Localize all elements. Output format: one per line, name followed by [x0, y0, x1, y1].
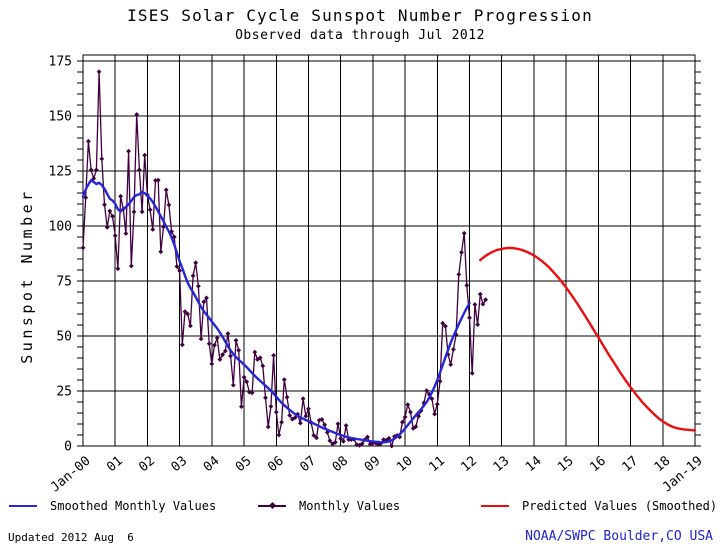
x-tick-label: 16 [587, 454, 609, 476]
legend: Smoothed Monthly Values Monthly Values P… [0, 498, 720, 514]
x-tick-label: 11 [426, 454, 448, 476]
smoothed-line-sample [9, 505, 37, 507]
y-tick-label: 50 [56, 330, 72, 345]
x-tick-label: 12 [458, 454, 480, 476]
x-tick-label: 09 [362, 454, 384, 476]
x-tick-label: 10 [394, 454, 416, 476]
x-tick-label: 15 [555, 454, 577, 476]
legend-label-monthly: Monthly Values [299, 499, 401, 513]
chart-title: ISES Solar Cycle Sunspot Number Progress… [127, 6, 593, 25]
legend-item-predicted: Predicted Values (Smoothed) [481, 498, 717, 514]
y-tick-label: 125 [49, 165, 72, 180]
y-tick-label: 25 [56, 385, 72, 400]
grid-lines [77, 55, 701, 447]
y-tick-label: 75 [56, 275, 72, 290]
source-credit-text: NOAA/SWPC Boulder,CO USA [525, 529, 713, 544]
series-line-smoothed-monthly-values [81, 178, 471, 444]
x-tick-label: 17 [620, 454, 642, 476]
x-tick-label: 04 [201, 453, 223, 475]
x-tick-label: 13 [491, 454, 513, 476]
y-tick-label: 0 [64, 440, 72, 455]
x-tick-label: 01 [104, 454, 126, 476]
x-tick-label: 18 [652, 454, 674, 476]
x-tick-label: 05 [233, 454, 255, 476]
x-tick-label: 03 [169, 454, 191, 476]
legend-item-monthly: Monthly Values [258, 498, 400, 514]
x-tick-label: 06 [265, 454, 287, 476]
updated-date-text: Updated 2012 Aug 6 [8, 531, 134, 544]
plot-border [82, 54, 696, 447]
y-tick-label: 150 [49, 110, 72, 125]
y-tick-label: 100 [49, 220, 72, 235]
x-tick-label: 08 [330, 454, 352, 476]
chart-subtitle: Observed data through Jul 2012 [235, 28, 485, 43]
x-tick-label: 14 [523, 453, 545, 475]
legend-item-smoothed: Smoothed Monthly Values [9, 498, 216, 514]
y-tick-label: 175 [49, 55, 72, 70]
x-tick-label: 02 [136, 454, 158, 476]
legend-label-smoothed: Smoothed Monthly Values [50, 499, 217, 513]
x-tick-label: 07 [297, 454, 319, 476]
diamond-marker-icon [268, 501, 276, 510]
series-line-predicted-values-smoothed [479, 246, 697, 432]
monthly-diamond-markers [80, 69, 488, 449]
monthly-line-sample [258, 501, 286, 510]
predicted-line-sample [481, 505, 509, 507]
legend-label-predicted: Predicted Values (Smoothed) [522, 499, 718, 513]
x-tick-label: Jan-00 [48, 454, 94, 496]
